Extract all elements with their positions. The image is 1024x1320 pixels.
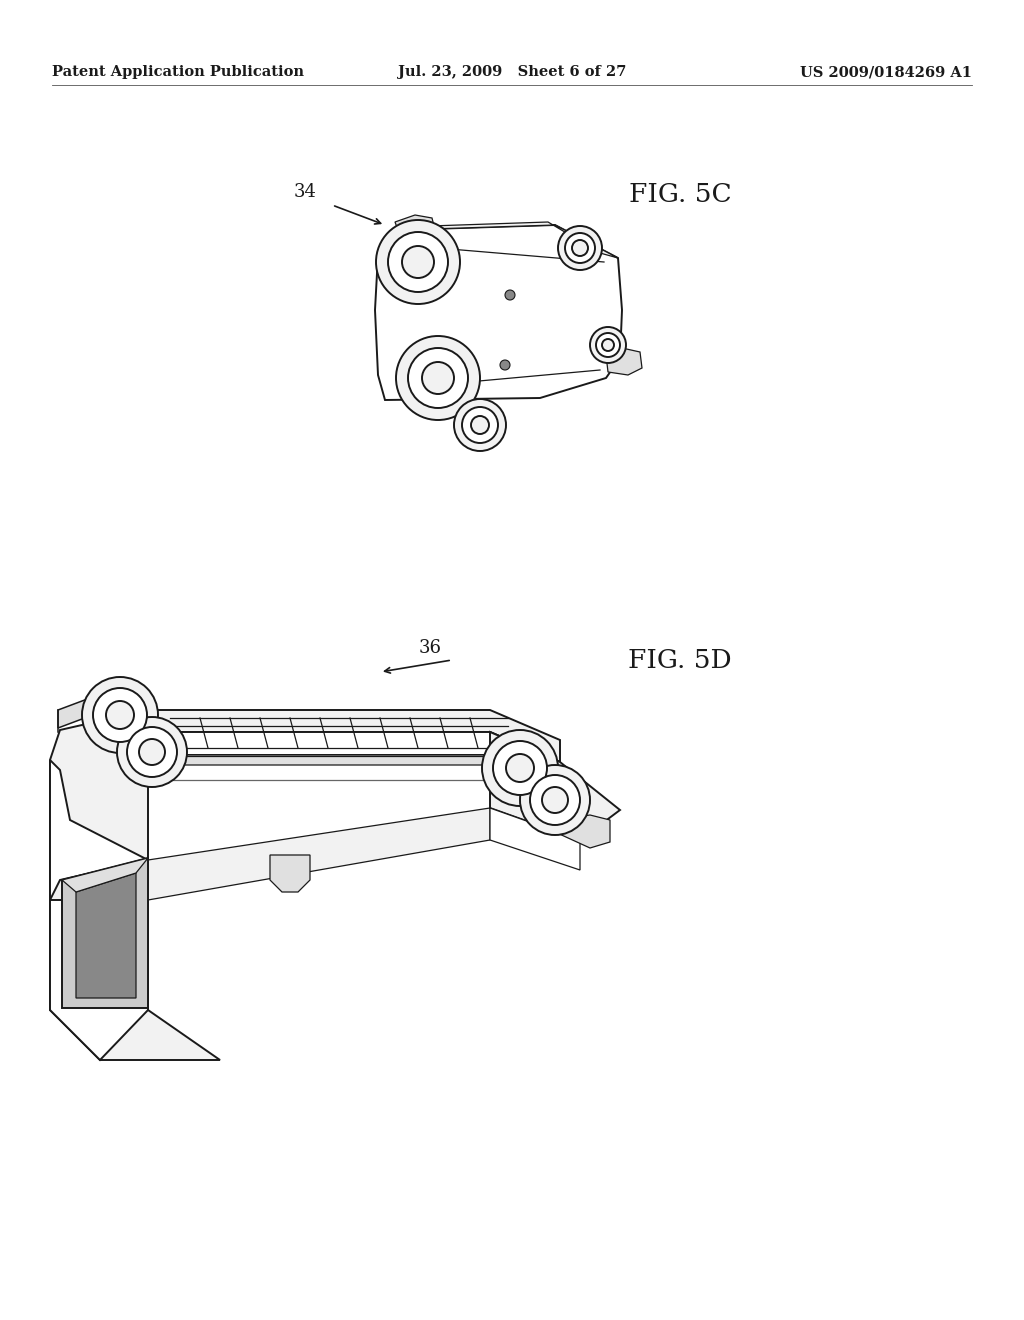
Text: US 2009/0184269 A1: US 2009/0184269 A1 [800,65,972,79]
Polygon shape [50,900,148,1060]
Text: Jul. 23, 2009   Sheet 6 of 27: Jul. 23, 2009 Sheet 6 of 27 [397,65,627,79]
Circle shape [422,362,454,393]
Polygon shape [555,814,610,847]
Polygon shape [50,760,148,940]
Circle shape [596,333,620,356]
Circle shape [602,339,614,351]
Text: FIG. 5D: FIG. 5D [628,648,732,672]
Polygon shape [375,224,622,400]
Polygon shape [148,808,490,900]
Circle shape [127,727,177,777]
Circle shape [396,337,480,420]
Circle shape [408,348,468,408]
Circle shape [500,360,510,370]
Polygon shape [148,733,560,785]
Circle shape [117,717,187,787]
Polygon shape [58,696,118,729]
Circle shape [402,246,434,279]
Circle shape [93,688,147,742]
Polygon shape [490,808,580,870]
Circle shape [471,416,489,434]
Circle shape [388,232,449,292]
Circle shape [482,730,558,807]
Circle shape [493,741,547,795]
Circle shape [542,787,568,813]
Polygon shape [148,710,560,762]
Circle shape [558,226,602,271]
Text: 36: 36 [419,639,441,657]
Polygon shape [62,858,148,892]
Circle shape [505,290,515,300]
Polygon shape [50,861,220,1060]
Text: FIG. 5C: FIG. 5C [629,182,731,207]
Circle shape [520,766,590,836]
Polygon shape [395,215,435,234]
Circle shape [82,677,158,752]
Text: 34: 34 [294,183,316,201]
Circle shape [462,407,498,444]
Polygon shape [398,222,618,257]
Circle shape [454,399,506,451]
Circle shape [506,754,534,781]
Circle shape [572,240,588,256]
Circle shape [376,220,460,304]
Polygon shape [270,855,310,892]
Text: Patent Application Publication: Patent Application Publication [52,65,304,79]
Polygon shape [148,755,560,795]
Circle shape [565,234,595,263]
Polygon shape [76,873,136,998]
Circle shape [139,739,165,766]
Polygon shape [98,696,118,730]
Polygon shape [490,733,620,840]
Circle shape [590,327,626,363]
Circle shape [530,775,580,825]
Circle shape [106,701,134,729]
Polygon shape [50,710,148,940]
Polygon shape [606,348,642,375]
Polygon shape [62,858,148,1008]
